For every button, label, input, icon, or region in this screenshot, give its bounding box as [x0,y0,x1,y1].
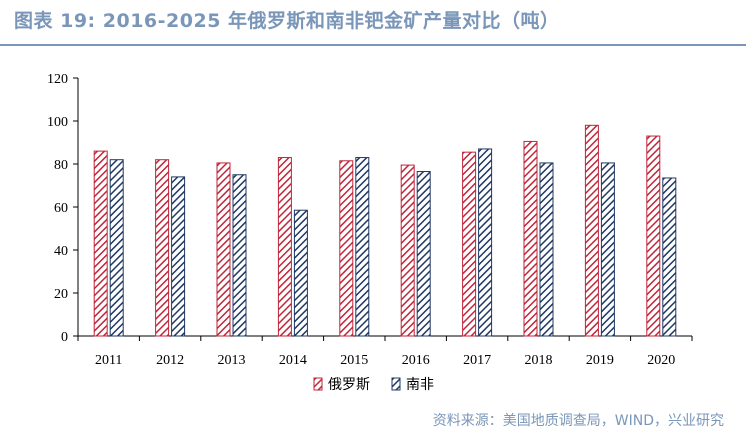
bar-south-africa-2018 [539,162,554,337]
bar-russia-2019 [584,124,599,337]
bar-south-africa-2017 [478,148,493,337]
x-tick-label: 2013 [218,353,246,368]
legend-swatch-russia [313,377,323,391]
bar-south-africa-2020 [662,177,677,337]
bar-russia-2016 [400,164,415,337]
x-tick-label: 2020 [647,353,675,368]
y-tick-label: 100 [47,115,68,130]
x-tick-label: 2018 [525,353,553,368]
source-note: 资料来源：美国地质调查局，WIND，兴业研究 [432,413,724,429]
bar-south-africa-2019 [600,162,615,337]
bar-russia-2011 [93,150,108,337]
y-tick-label: 40 [54,244,68,259]
bar-south-africa-2014 [293,209,308,337]
x-tick-label: 2014 [279,353,307,368]
y-tick-label: 20 [54,287,68,302]
bar-south-africa-2015 [355,157,370,337]
y-tick-label: 60 [54,201,68,216]
bar-chart: 0 20 40 60 80 100 120 2011 2012 2013 2014 2015 2016 2… [47,72,693,393]
bar-russia-2018 [523,140,538,337]
bar-south-africa-2012 [171,176,186,337]
bar-south-africa-2016 [416,171,431,337]
legend-label-south-africa: 南非 [406,377,434,393]
x-tick-label: 2016 [402,353,430,368]
y-tick-label: 120 [47,72,68,87]
y-tick-label: 0 [61,330,68,345]
bar-russia-2020 [646,135,661,337]
x-tick-label: 2011 [95,353,122,368]
chart-title: 图表 19: 2016-2025 年俄罗斯和南非钯金矿产量对比（吨） [14,10,560,32]
x-tick-label: 2017 [463,353,491,368]
x-tick-label: 2012 [156,353,184,368]
bar-russia-2014 [277,157,292,337]
x-tick-label: 2019 [586,353,614,368]
plot-area: 0 20 40 60 80 100 120 2011 2012 2013 2014 2015 2016 2… [47,72,693,368]
bar-russia-2015 [339,160,354,337]
bar-russia-2017 [462,151,477,337]
y-tick-label: 80 [54,158,68,173]
title-divider [0,44,746,46]
x-tick-label: 2015 [340,353,368,368]
bar-south-africa-2013 [232,174,247,337]
bar-russia-2012 [155,159,170,337]
legend-swatch-south-africa [391,377,401,391]
bar-russia-2013 [216,162,231,337]
bar-south-africa-2011 [109,159,124,337]
legend: 俄罗斯 南非 [313,377,434,393]
legend-label-russia: 俄罗斯 [328,377,370,393]
